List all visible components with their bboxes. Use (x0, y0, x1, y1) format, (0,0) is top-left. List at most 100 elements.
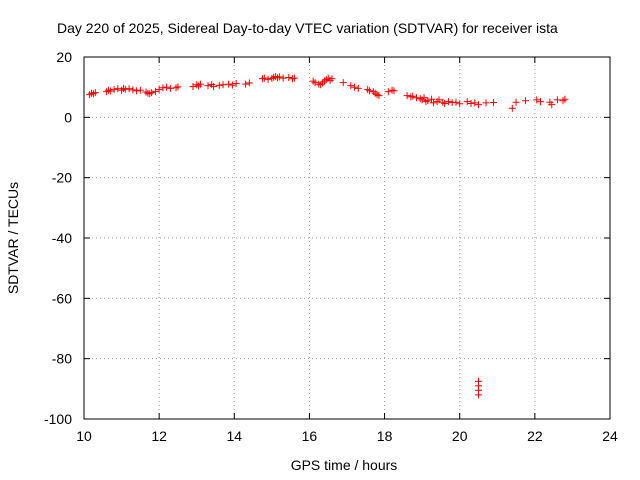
data-point (125, 85, 133, 93)
data-point (407, 93, 415, 101)
data-point (136, 86, 144, 94)
data-point (553, 96, 561, 104)
data-point (88, 89, 96, 97)
data-point (390, 87, 398, 95)
data-point (328, 75, 336, 83)
data-point (463, 98, 471, 106)
data-point (320, 77, 328, 85)
data-point (441, 99, 449, 107)
y-tick-label: 0 (64, 109, 72, 125)
data-point (163, 83, 171, 91)
y-tick-label: -40 (52, 230, 72, 246)
data-points (86, 73, 569, 399)
data-point (110, 86, 118, 94)
data-point (106, 87, 114, 95)
data-point (151, 87, 159, 95)
data-point (155, 86, 163, 94)
data-point (428, 95, 436, 103)
data-point (490, 99, 498, 107)
data-point (195, 82, 203, 90)
data-point (268, 74, 276, 82)
data-point (275, 73, 283, 81)
y-tick-label: -60 (52, 290, 72, 306)
data-point (103, 88, 111, 96)
data-point (264, 75, 272, 83)
data-point (172, 84, 180, 92)
data-point (232, 80, 240, 88)
data-point (467, 99, 475, 107)
data-point (148, 89, 156, 97)
data-point (339, 79, 347, 87)
x-tick-label: 18 (377, 428, 393, 444)
tick-label-layer: 10 12 14 16 18 20 22 24 20 0 -20 -40 -60 -80 -100 (44, 49, 618, 444)
data-point (215, 81, 223, 89)
data-point (413, 94, 421, 102)
data-point (435, 96, 443, 104)
data-point (508, 104, 516, 112)
x-axis-label: GPS time / hours (291, 457, 398, 473)
data-point (536, 98, 544, 106)
data-point (144, 89, 152, 97)
data-point (512, 98, 520, 106)
data-point (309, 77, 317, 85)
data-point (351, 83, 359, 91)
data-point (373, 91, 381, 99)
data-point (260, 74, 268, 82)
data-point (189, 83, 197, 91)
data-point (452, 98, 460, 106)
data-point (142, 88, 150, 96)
data-point (118, 86, 126, 94)
data-point (347, 82, 355, 90)
data-point (245, 79, 253, 87)
data-point (285, 74, 293, 82)
data-point (533, 96, 541, 104)
data-point (475, 391, 482, 399)
data-point (424, 97, 432, 105)
data-point (279, 74, 287, 82)
data-point (456, 100, 464, 108)
x-tick-label: 12 (151, 428, 167, 444)
data-point (311, 79, 319, 87)
x-tick-label: 22 (527, 428, 543, 444)
data-point (409, 92, 417, 100)
data-point (89, 90, 97, 98)
data-point (315, 80, 323, 88)
data-point (354, 84, 362, 92)
y-tick-label: -80 (52, 351, 72, 367)
data-point (196, 80, 204, 88)
data-point (219, 81, 227, 89)
data-point (319, 79, 327, 87)
data-point (228, 81, 236, 89)
x-tick-label: 16 (302, 428, 318, 444)
data-point (166, 84, 174, 92)
data-point (375, 92, 383, 100)
plot-frame (83, 56, 611, 420)
data-point (482, 99, 490, 107)
data-point (403, 92, 411, 100)
y-tick-label: -20 (52, 170, 72, 186)
grid-layer (84, 57, 610, 419)
data-point (204, 82, 212, 90)
data-point (133, 87, 141, 95)
data-point (475, 101, 482, 109)
data-point (420, 94, 428, 102)
data-point (521, 97, 529, 105)
data-point (225, 80, 233, 88)
x-tick-label: 24 (602, 428, 618, 444)
data-point (242, 80, 250, 88)
data-point (159, 84, 167, 92)
data-point (91, 89, 99, 97)
data-point (129, 86, 137, 94)
x-tick-label: 20 (452, 428, 468, 444)
y-tick-label: 20 (56, 49, 72, 65)
data-point (444, 98, 452, 106)
data-point (290, 74, 298, 82)
data-point (121, 85, 129, 93)
y-tick-label: -100 (44, 411, 72, 427)
x-tick-label: 14 (226, 428, 242, 444)
y-axis-label: SDTVAR / TECUs (5, 182, 21, 294)
data-point (322, 76, 330, 84)
data-point (416, 95, 424, 103)
data-point (210, 83, 218, 91)
